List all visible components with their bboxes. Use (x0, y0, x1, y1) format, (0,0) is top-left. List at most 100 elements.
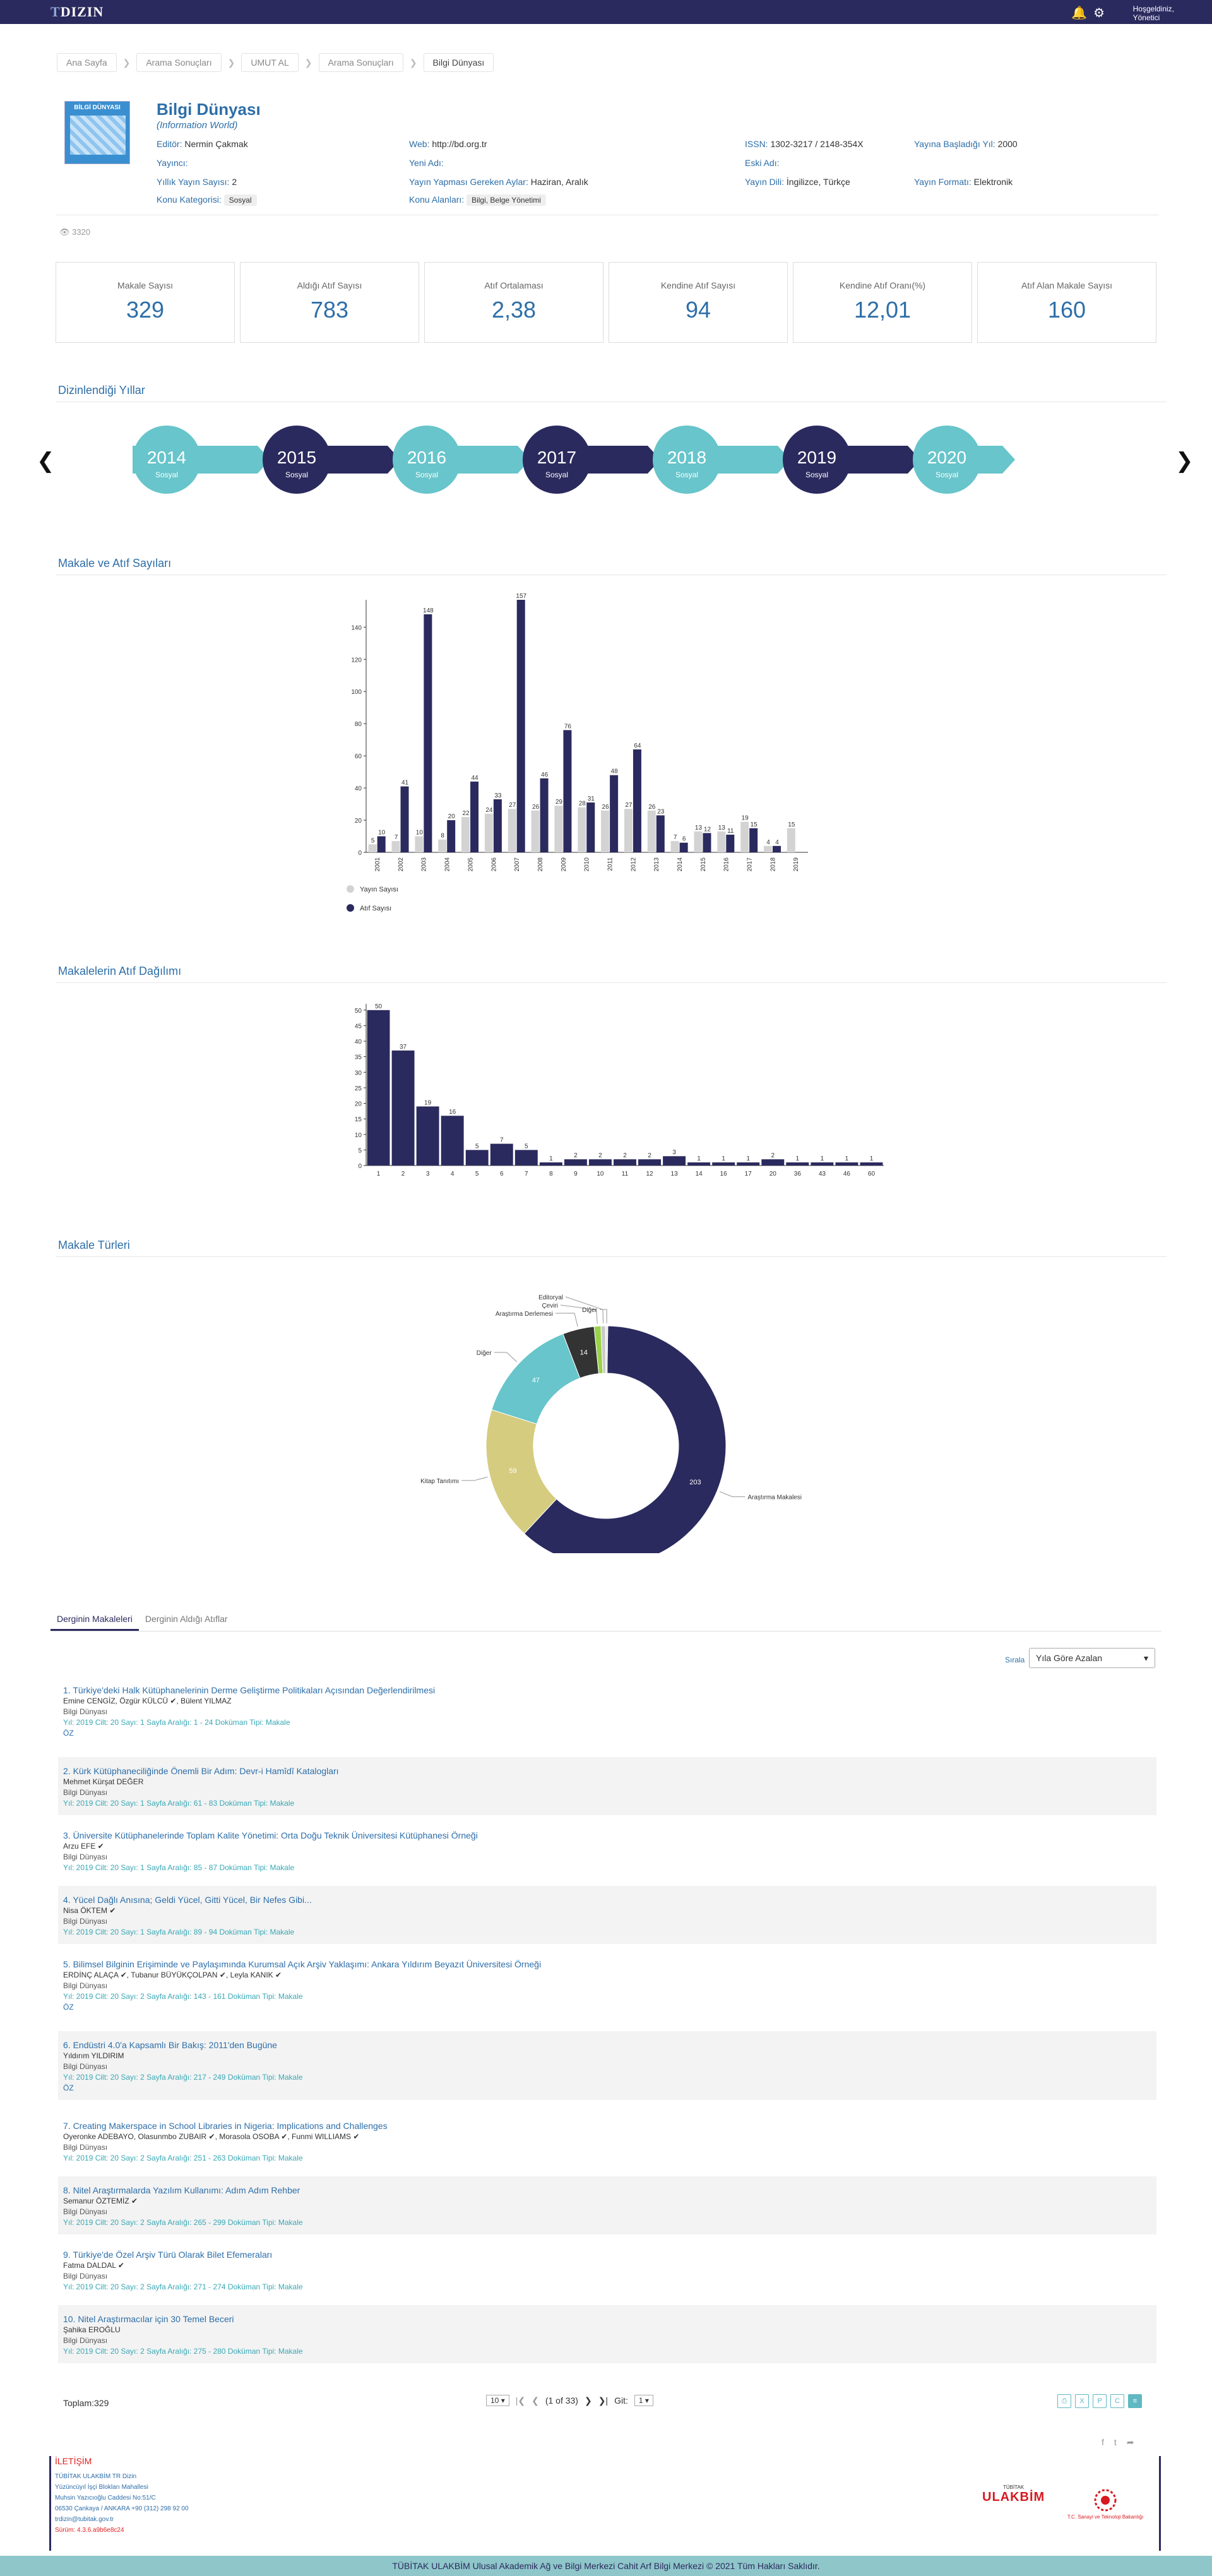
print-icon[interactable]: ⎙ (1057, 2394, 1071, 2408)
breadcrumb-item[interactable]: Arama Sonuçları (136, 53, 222, 72)
bar (514, 1150, 538, 1166)
x-tick-label: 6 (500, 1171, 504, 1178)
gear-icon[interactable]: ⚙ (1093, 6, 1105, 20)
first-page-icon[interactable]: |❮ (515, 2395, 526, 2406)
prev-page-icon[interactable]: ❮ (532, 2395, 539, 2406)
per-page-select[interactable]: 10 ▾ (486, 2395, 509, 2406)
section-title-dist: Makalelerin Atıf Dağılımı (58, 965, 182, 977)
meta-yearly: Yıllık Yayın Sayısı: 2 (157, 177, 237, 187)
x-tick-label: 3 (426, 1171, 430, 1178)
article-authors[interactable]: Fatma DALDAL ✔ (63, 2261, 124, 2270)
x-tick-label: 9 (574, 1171, 578, 1178)
slice-leader-line (719, 1491, 746, 1498)
meta-category: Konu Kategorisi: Sosyal (157, 194, 257, 206)
last-page-icon[interactable]: ❯| (598, 2395, 609, 2406)
article-journal: Bilgi Dünyası (63, 2062, 108, 2071)
y-tick-label: 80 (355, 721, 362, 728)
ministry-logo[interactable]: T.C. Sanayi ve Teknoloji Bakanlığı (1064, 2488, 1146, 2520)
xls-icon[interactable]: X (1075, 2394, 1089, 2408)
facebook-icon[interactable]: f (1102, 2437, 1104, 2447)
article-title-link[interactable]: 4. Yücel Dağlı Anısına; Geldi Yücel, Git… (63, 1895, 312, 1905)
trdizin-logo[interactable]: TDIZIN (50, 4, 104, 20)
x-tick-label: 12 (646, 1171, 653, 1178)
article-title-link[interactable]: 7. Creating Makerspace in School Librari… (63, 2121, 388, 2131)
article-authors[interactable]: Oyeronke ADEBAYO, Olasunmbo ZUBAIR ✔, Mo… (63, 2132, 360, 2141)
article-title-link[interactable]: 10. Nitel Araştırmacılar için 30 Temel B… (63, 2314, 234, 2324)
article-info: Yıl: 2019 Cilt: 20 Sayı: 2 Sayfa Aralığı… (63, 2073, 303, 2082)
share-icon[interactable]: ➦ (1126, 2437, 1134, 2447)
area-tag[interactable]: Bilgi, Belge Yönetimi (466, 194, 546, 206)
chevron-left-icon[interactable]: ❮ (37, 449, 55, 473)
article-authors[interactable]: Şahika EROĞLU (63, 2325, 121, 2334)
article-title-link[interactable]: 2. Kürk Kütüphaneciliğinde Önemli Bir Ad… (63, 1766, 339, 1776)
user-menu[interactable]: Hoşgeldiniz, Yönetici (1133, 4, 1174, 22)
pdf-icon[interactable]: P (1093, 2394, 1107, 2408)
bar (717, 831, 726, 852)
article-authors[interactable]: Mehmet Kürşat DEĞER (63, 1777, 144, 1786)
article-title-link[interactable]: 5. Bilimsel Bilginin Erişiminde ve Payla… (63, 1959, 542, 1969)
web-link[interactable]: http://bd.org.tr (432, 139, 487, 149)
article-authors[interactable]: Nisa ÖKTEM ✔ (63, 1906, 116, 1915)
article-authors[interactable]: Arzu EFE ✔ (63, 1842, 104, 1851)
ulakbim-logo[interactable]: TÜBİTAK ULAKBİM (982, 2484, 1045, 2504)
year-node (523, 426, 591, 494)
bar (703, 833, 711, 852)
contact-email[interactable]: trdizin@tubitak.gov.tr (55, 2516, 114, 2523)
article-authors[interactable]: ERDİNÇ ALAÇA ✔, Tubanur BÜYÜKÇOLPAN ✔, L… (63, 1971, 282, 1979)
csv-icon[interactable]: C (1110, 2394, 1124, 2408)
category-tag[interactable]: Sosyal (223, 194, 257, 206)
article-title-link[interactable]: 3. Üniversite Kütüphanelerinde Toplam Ka… (63, 1830, 478, 1840)
breadcrumb-item[interactable]: Arama Sonuçları (318, 53, 403, 72)
tab-citations[interactable]: Derginin Aldığı Atıflar (145, 1614, 228, 1624)
export-buttons: ⎙ X P C ≡ (1057, 2394, 1142, 2408)
x-tick-label: 2002 (398, 857, 405, 872)
article-journal: Bilgi Dünyası (63, 2336, 108, 2345)
chevron-right-icon[interactable]: ❯ (1175, 449, 1194, 473)
bell-icon[interactable]: 🔔 (1071, 6, 1088, 20)
article-title-link[interactable]: 8. Nitel Araştırmalarda Yazılım Kullanım… (63, 2185, 300, 2195)
abstract-toggle[interactable]: ÖZ (63, 2003, 74, 2012)
breadcrumb-item[interactable]: Ana Sayfa (57, 53, 117, 72)
slice-leader-line (560, 1304, 598, 1324)
year-category: Sosyal (805, 470, 828, 479)
timeline-arrow (587, 446, 660, 474)
abstract-toggle[interactable]: ÖZ (63, 2084, 74, 2092)
article-title-link[interactable]: 9. Türkiye'de Özel Arşiv Türü Olarak Bil… (63, 2250, 273, 2260)
xml-icon[interactable]: ≡ (1128, 2394, 1142, 2408)
year-label: 2020 (927, 448, 966, 467)
x-tick-label: 2008 (537, 857, 544, 872)
x-tick-label: 11 (622, 1171, 629, 1178)
meta-start-year: Yayına Başladığı Yıl: 2000 (914, 139, 1018, 149)
year-label: 2017 (537, 448, 576, 467)
slice-label: Çeviri (542, 1303, 558, 1309)
bar-value-label: 5 (475, 1143, 479, 1150)
x-tick-label: 2007 (514, 857, 521, 872)
goto-page-select[interactable]: 1 ▾ (634, 2395, 653, 2406)
article-title-link[interactable]: 1. Türkiye'deki Halk Kütüphanelerinin De… (63, 1685, 436, 1695)
x-tick-label: 16 (720, 1171, 728, 1178)
article-title-link[interactable]: 6. Endüstri 4.0'a Kapsamlı Bir Bakış: 20… (63, 2040, 277, 2050)
year-label: 2014 (147, 448, 186, 467)
tab-articles[interactable]: Derginin Makaleleri (50, 1609, 139, 1631)
bar-value-label: 10 (416, 830, 424, 837)
abstract-toggle[interactable]: ÖZ (63, 1729, 74, 1738)
slice-value-label: 14 (580, 1349, 588, 1357)
bar-value-label: 26 (648, 804, 656, 811)
bar-value-label: 1 (845, 1155, 849, 1162)
breadcrumb-item[interactable]: UMUT AL (241, 53, 299, 72)
bar (540, 778, 549, 852)
timeline-arrow (717, 446, 790, 474)
sort-select[interactable]: Yıla Göre Azalan ▾ (1029, 1648, 1155, 1668)
article-authors[interactable]: Yıldırım YILDIRIM (63, 2051, 124, 2060)
breadcrumb-current: Bilgi Dünyası (423, 53, 494, 72)
x-tick-label: 46 (843, 1171, 851, 1178)
next-page-icon[interactable]: ❯ (584, 2395, 592, 2406)
article-authors[interactable]: Emine CENGİZ, Özgür KÜLCÜ ✔, Bülent YILM… (63, 1696, 232, 1705)
article-authors[interactable]: Semanur ÖZTEMİZ ✔ (63, 2197, 138, 2205)
twitter-icon[interactable]: t (1114, 2437, 1117, 2447)
bar-value-label: 1 (722, 1155, 725, 1162)
y-tick-label: 0 (358, 850, 362, 857)
article-item: 8. Nitel Araştırmalarda Yazılım Kullanım… (58, 2176, 1156, 2234)
year-category: Sosyal (936, 470, 958, 479)
ministry-emblem-icon (1094, 2489, 1117, 2512)
